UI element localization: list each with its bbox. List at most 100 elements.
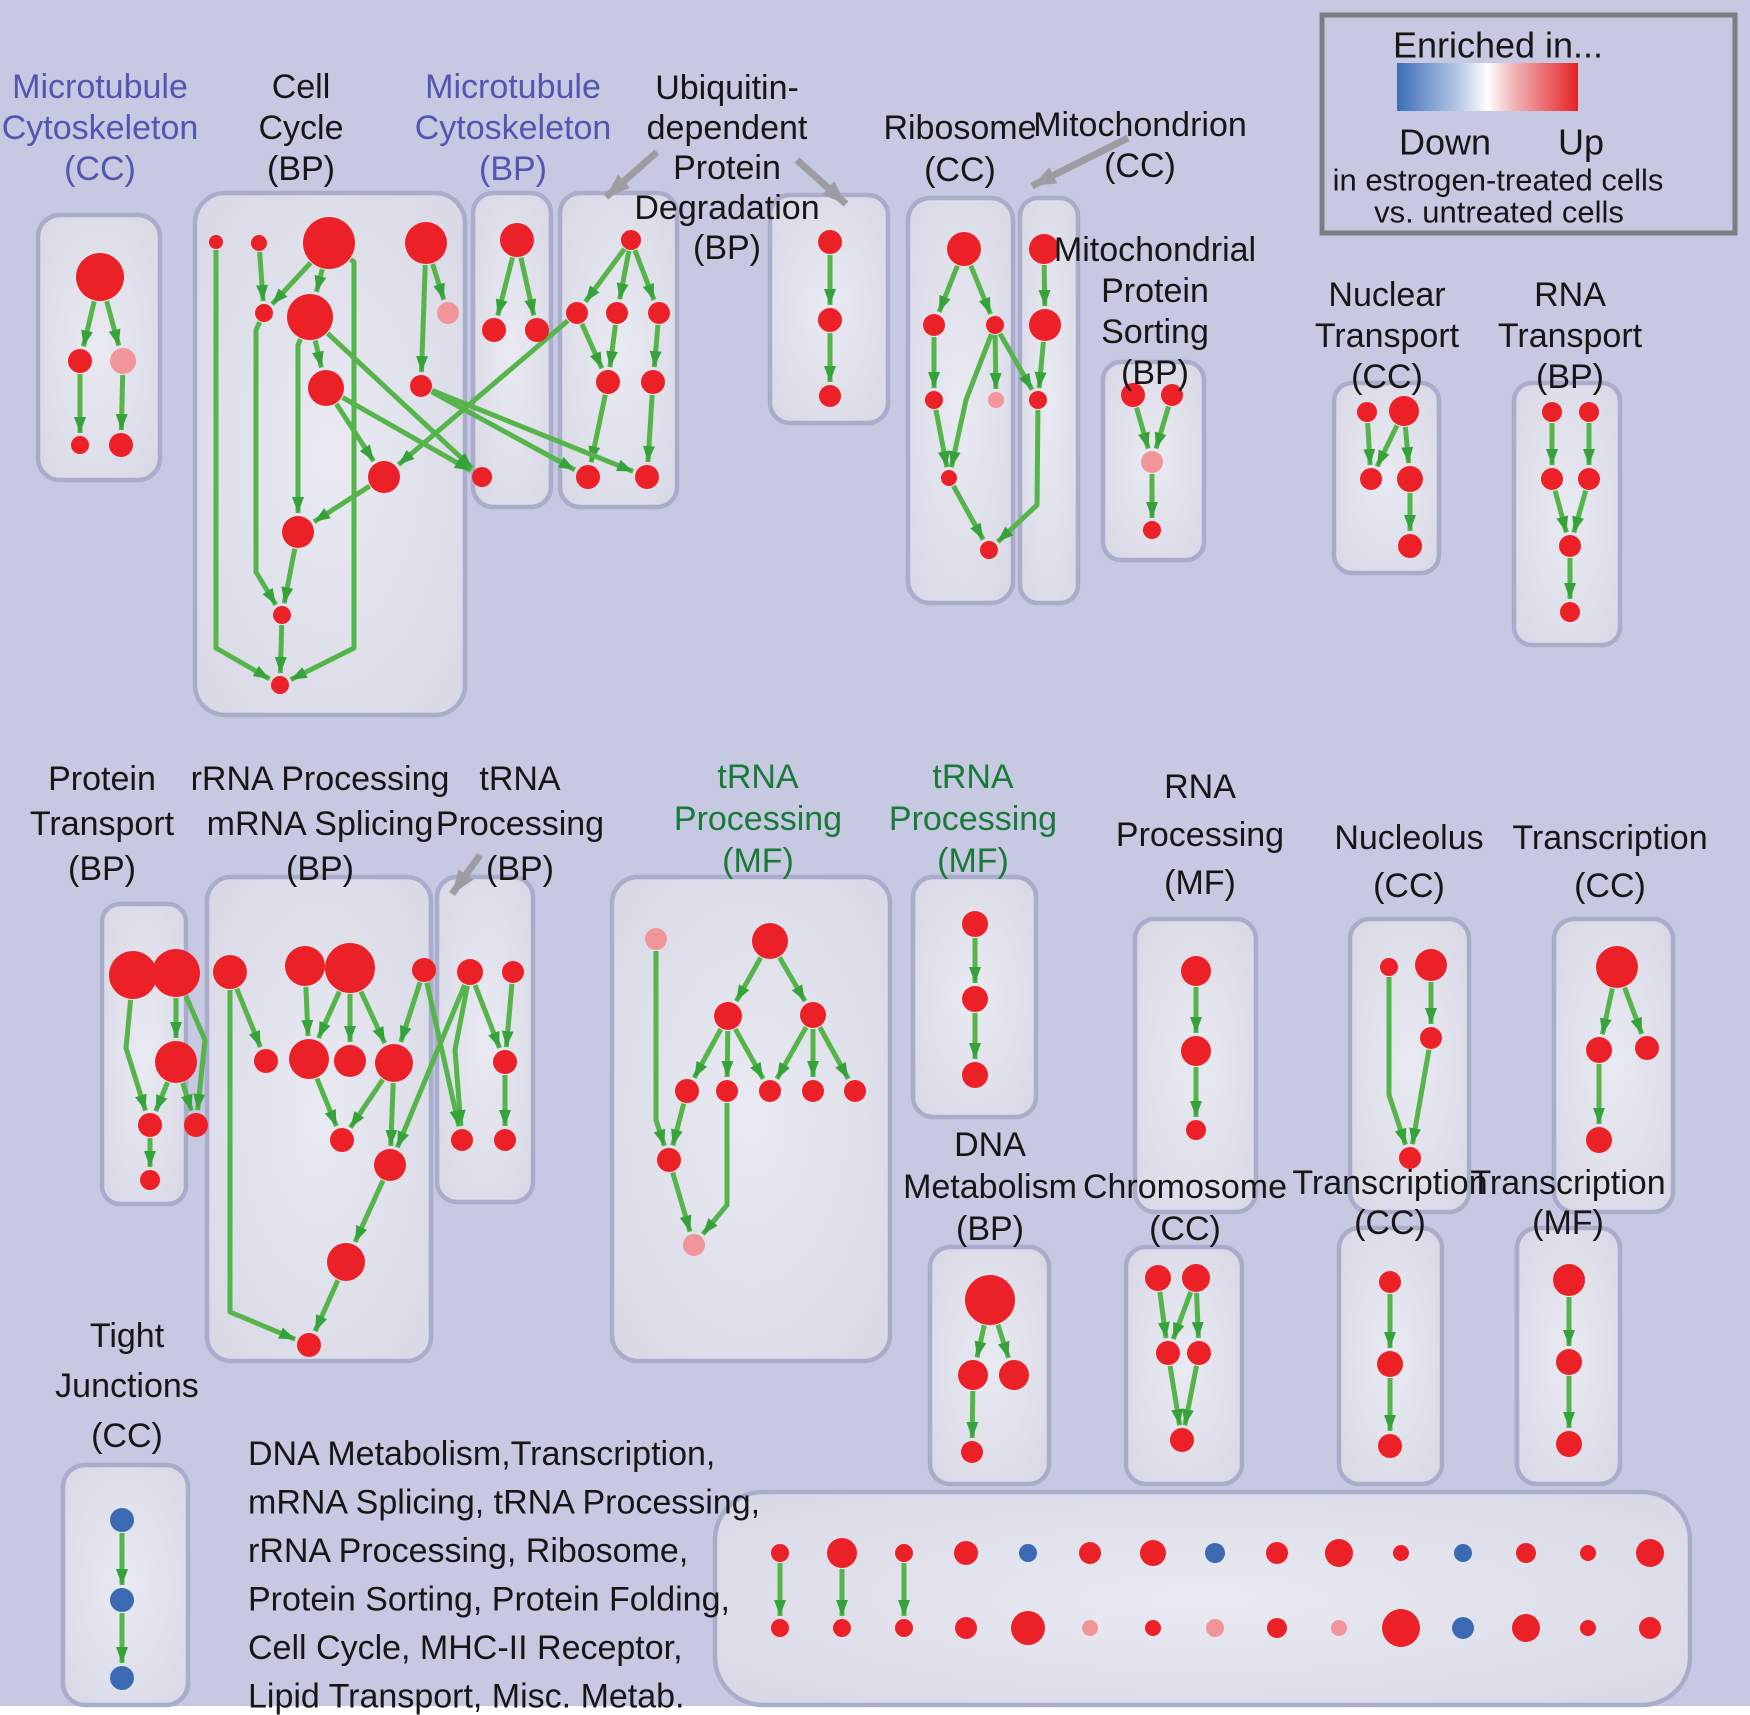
legend-subtitle-line2: vs. untreated cells: [1374, 195, 1624, 230]
go-term-node: [110, 1666, 134, 1690]
go-term-node: [800, 1002, 826, 1028]
enrichment-edge: [1374, 424, 1400, 468]
enrichment-edge: [966, 1390, 979, 1439]
go-term-node: [1556, 1431, 1582, 1457]
cluster-label-microtubule-cc: (CC): [64, 150, 136, 188]
enrichment-edge: [316, 990, 342, 1040]
label-pointer-arrow: [1030, 134, 1130, 190]
cluster-label-ubiquitin: Degradation: [634, 189, 819, 227]
enrichment-edge: [721, 1030, 734, 1078]
go-term-node: [683, 1234, 705, 1256]
go-term-node: [1579, 402, 1599, 422]
enrichment-edge: [518, 257, 537, 316]
cluster-label-mito-sorting: Sorting: [1101, 313, 1209, 351]
cluster-label-nuclear-transport: Nuclear: [1328, 276, 1445, 314]
cluster-box-microtubule-cc: [35, 212, 163, 483]
go-term-node: [472, 467, 492, 487]
enrichment-edge: [104, 300, 122, 347]
go-term-node: [282, 516, 314, 548]
go-term-node: [999, 1360, 1029, 1390]
go-term-node: [308, 370, 344, 406]
enrichment-edge: [358, 990, 388, 1045]
go-term-node: [759, 1080, 781, 1102]
go-term-node: [641, 370, 665, 394]
cross-cluster-edge: [997, 332, 1035, 391]
go-term-node: [752, 923, 788, 959]
go-term-node: [1331, 1620, 1347, 1636]
go-term-node: [1542, 402, 1562, 422]
go-term-node: [1206, 1619, 1224, 1637]
cluster-box-rna-transport: [1511, 380, 1623, 648]
go-term-node: [1181, 956, 1211, 986]
enrichment-edge: [312, 1279, 341, 1333]
cluster-label-nucleolus: (CC): [1373, 867, 1445, 905]
go-term-node: [1378, 1434, 1402, 1458]
go-term-node: [716, 1080, 738, 1102]
cluster-box-transcription-cc-mid: [1551, 916, 1676, 1215]
go-term-node: [1553, 1264, 1585, 1296]
legend-gradient-bar: [1397, 63, 1578, 111]
go-term-node: [1580, 1620, 1596, 1636]
cluster-label-transcription-cc-mid: Transcription: [1512, 819, 1707, 857]
enrichment-edge: [270, 261, 313, 306]
go-term-node: [289, 1039, 329, 1079]
go-term-node: [657, 1148, 681, 1172]
enrichment-edge: [1182, 1365, 1199, 1426]
misc-terms-box: [712, 1489, 1693, 1708]
cluster-label-microtubule-cc: Cytoskeleton: [2, 109, 199, 147]
cluster-label-rna-processing: (MF): [1164, 864, 1236, 902]
cluster-box-nucleolus: [1347, 916, 1472, 1215]
enrichment-edge: [153, 1081, 170, 1113]
go-term-node: [923, 314, 945, 336]
enrichment-edge: [352, 1179, 386, 1243]
enrichment-edge: [670, 1102, 687, 1147]
go-term-node: [1205, 1543, 1225, 1563]
cross-cluster-edge: [396, 318, 570, 467]
go-term-node: [962, 1062, 988, 1088]
enrichment-edge: [1571, 489, 1589, 534]
cluster-label-transcription-mf: (MF): [1532, 1204, 1604, 1242]
enrichment-edge: [733, 1027, 766, 1081]
go-term-node: [1029, 234, 1059, 264]
cluster-label-rna-processing: Processing: [1116, 816, 1284, 854]
go-term-node: [1143, 521, 1161, 539]
enrichment-edge: [1034, 341, 1047, 389]
enrichment-edge: [416, 264, 429, 373]
enrichment-edge: [1191, 1292, 1204, 1339]
cluster-box-trna-mf-1: [609, 874, 893, 1364]
go-term-node: [1156, 1341, 1180, 1365]
cluster-label-nuclear-transport: Transport: [1315, 317, 1460, 355]
go-term-node: [152, 949, 200, 997]
go-term-node: [955, 1617, 977, 1639]
go-term-node: [327, 1243, 365, 1281]
cluster-label-protein-transport: Protein: [48, 760, 156, 798]
enrichment-edge: [281, 548, 298, 604]
go-term-node: [297, 1333, 321, 1357]
cluster-label-mito-sorting: Mitochondrial: [1054, 231, 1256, 269]
go-term-node: [110, 1588, 134, 1612]
cluster-box-rrna-mrna: [204, 874, 434, 1364]
cluster-label-rna-transport: Transport: [1498, 317, 1643, 355]
go-term-node: [1415, 949, 1447, 981]
enrichment-edge: [452, 985, 470, 1127]
go-term-node: [71, 436, 89, 454]
go-term-node: [925, 391, 943, 409]
enrichment-edge: [951, 484, 986, 541]
enrichment-edge: [700, 1103, 730, 1236]
go-term-node: [325, 943, 375, 993]
go-term-node: [818, 308, 842, 332]
go-term-node: [844, 1080, 866, 1102]
cross-cluster-edge: [431, 388, 635, 474]
go-term-node: [494, 1129, 516, 1151]
enrichment-edge: [180, 1082, 194, 1112]
enrichment-edge: [227, 990, 297, 1342]
go-term-node: [714, 1002, 742, 1030]
go-term-node: [155, 1041, 197, 1083]
legend-up-label: Up: [1558, 122, 1604, 163]
cluster-label-ubiquitin: Ubiquitin-: [655, 69, 799, 107]
go-term-node: [254, 1049, 278, 1073]
go-term-node: [980, 541, 998, 559]
go-term-node: [493, 1050, 517, 1074]
cluster-box-dna-metabolism: [927, 1244, 1052, 1487]
go-term-node: [437, 302, 459, 324]
